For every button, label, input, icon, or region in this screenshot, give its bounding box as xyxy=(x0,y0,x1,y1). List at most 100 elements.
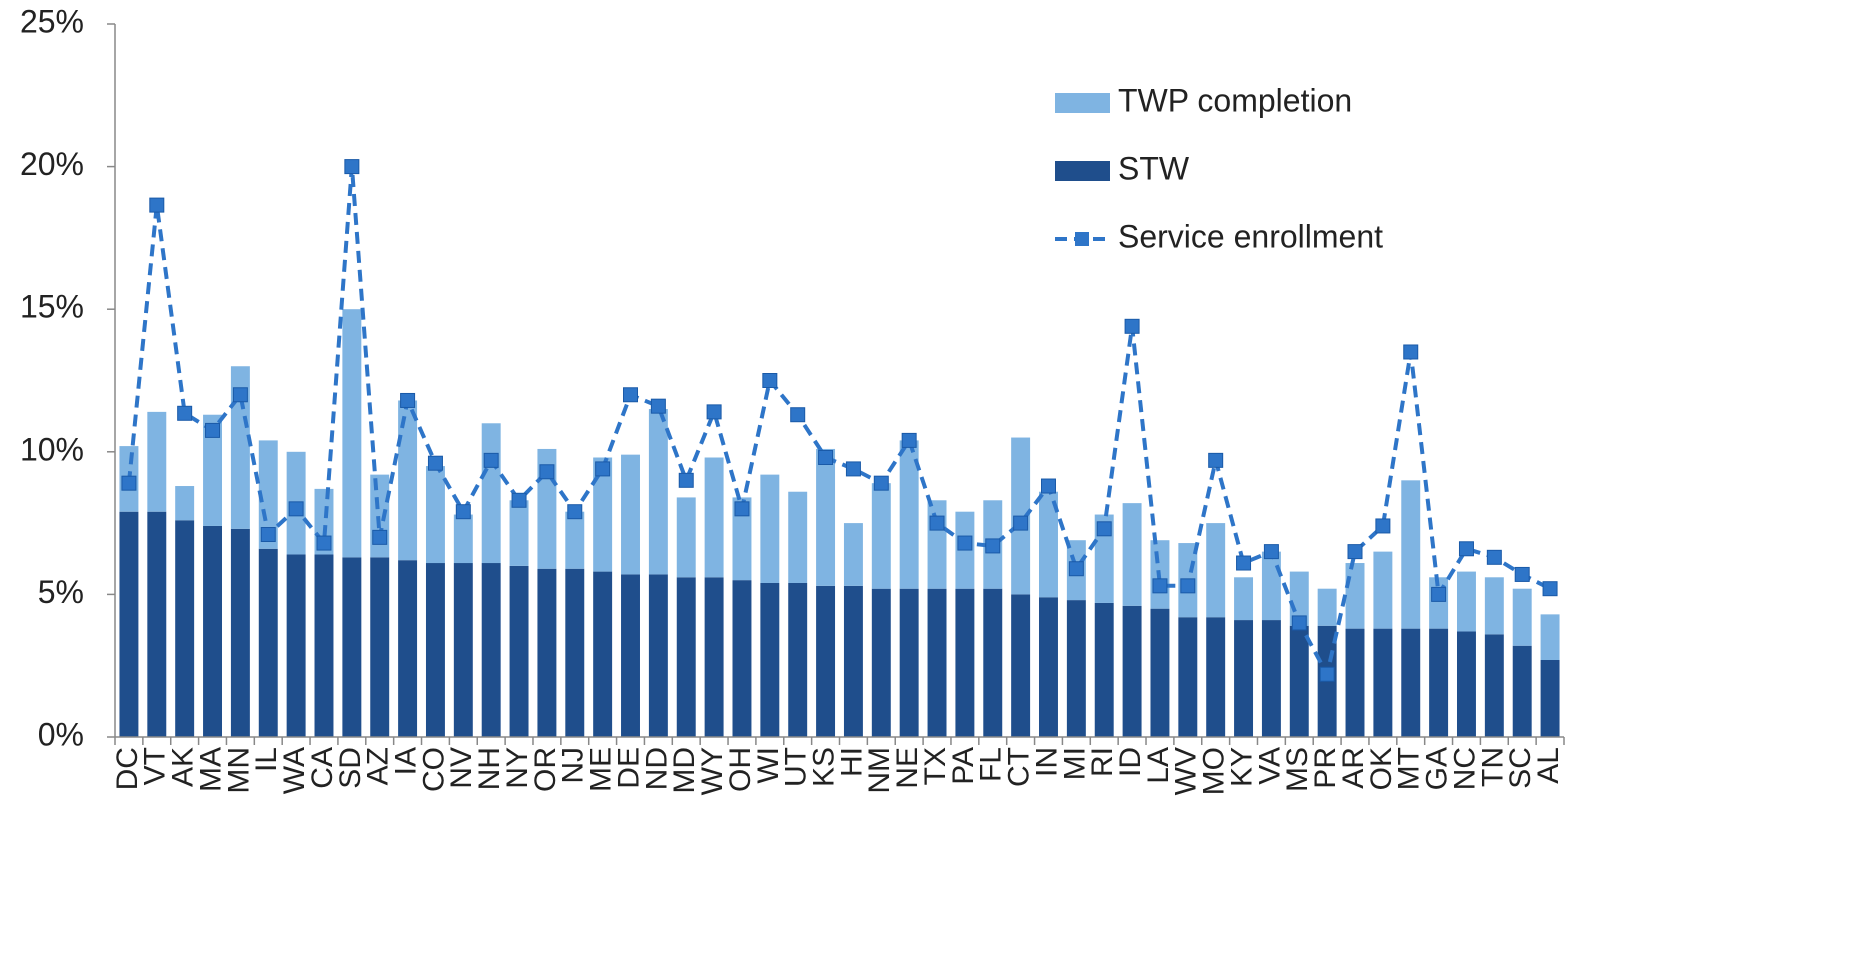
bar-segment xyxy=(147,511,167,737)
bar-segment xyxy=(1484,634,1504,737)
y-tick-label: 0% xyxy=(38,716,84,752)
marker xyxy=(1180,578,1196,594)
x-tick-label: MO xyxy=(1198,747,1231,795)
y-tick-label: 20% xyxy=(20,146,84,182)
x-tick-label: MT xyxy=(1393,747,1426,790)
marker xyxy=(1263,544,1279,560)
bar-segment xyxy=(1261,551,1281,621)
bar-segment xyxy=(1456,631,1476,737)
bar-segment xyxy=(1317,588,1337,626)
x-tick-label: NE xyxy=(891,747,924,789)
bar-segment xyxy=(230,528,250,737)
marker xyxy=(483,452,499,468)
marker xyxy=(455,504,471,520)
x-tick-label: ID xyxy=(1114,747,1147,777)
bar-segment xyxy=(1540,614,1560,660)
bar-segment xyxy=(1289,571,1309,626)
x-tick-label: AL xyxy=(1532,747,1565,784)
marker xyxy=(1096,521,1112,537)
marker xyxy=(400,392,416,408)
bar-segment xyxy=(425,466,445,564)
x-tick-label: WA xyxy=(278,747,311,794)
legend-label: TWP completion xyxy=(1118,82,1352,118)
bar-segment xyxy=(704,457,724,578)
bar-segment xyxy=(1401,628,1421,737)
bar-segment xyxy=(1066,600,1086,737)
marker xyxy=(1514,566,1530,582)
x-tick-label: CO xyxy=(417,747,450,792)
bar-segment xyxy=(955,588,975,737)
x-tick-label: LA xyxy=(1142,747,1175,784)
bar-segment xyxy=(314,554,334,737)
x-tick-label: SD xyxy=(334,747,367,789)
x-tick-label: NH xyxy=(473,747,506,790)
marker xyxy=(232,387,248,403)
bar-segment xyxy=(899,588,919,737)
bar-segment xyxy=(1289,625,1309,737)
marker xyxy=(678,472,694,488)
bar-segment xyxy=(1512,588,1532,646)
x-tick-label: NM xyxy=(863,747,896,794)
marker xyxy=(205,422,221,438)
bar-segment xyxy=(788,491,808,583)
marker xyxy=(427,455,443,471)
marker xyxy=(929,515,945,531)
bar-segment xyxy=(370,557,390,737)
x-tick-label: NY xyxy=(501,747,534,789)
bar-segment xyxy=(370,474,390,558)
marker xyxy=(149,197,165,213)
marker xyxy=(595,461,611,477)
marker xyxy=(1291,615,1307,631)
bar-segment xyxy=(871,483,891,589)
bar-segment xyxy=(1373,628,1393,737)
bar-segment xyxy=(1234,620,1254,737)
marker xyxy=(623,387,639,403)
marker xyxy=(344,159,360,175)
x-tick-label: VA xyxy=(1253,747,1286,785)
bar-segment xyxy=(1345,628,1365,737)
x-tick-label: NV xyxy=(445,747,478,789)
marker xyxy=(985,538,1001,554)
bar-segment xyxy=(593,571,613,737)
x-tick-label: MS xyxy=(1281,747,1314,792)
bar-segment xyxy=(258,440,278,549)
x-tick-label: GA xyxy=(1421,747,1454,790)
bar-segment xyxy=(843,585,863,737)
x-tick-label: NC xyxy=(1448,747,1481,790)
bar-segment xyxy=(425,563,445,737)
bar-segment xyxy=(1234,577,1254,621)
x-tick-label: IN xyxy=(1030,747,1063,777)
bar-segment xyxy=(983,588,1003,737)
bar-segment xyxy=(1512,645,1532,737)
bar-segment xyxy=(453,514,473,564)
bar-segment xyxy=(119,511,139,737)
marker xyxy=(873,475,889,491)
bar-segment xyxy=(927,500,947,589)
marker xyxy=(762,373,778,388)
marker xyxy=(734,501,750,517)
x-tick-label: MI xyxy=(1058,747,1091,780)
x-tick-label: MD xyxy=(668,747,701,794)
marker xyxy=(1013,515,1029,531)
marker xyxy=(288,501,304,517)
x-tick-label: CT xyxy=(1003,747,1036,787)
marker xyxy=(1486,549,1502,565)
bar-segment xyxy=(230,366,250,529)
marker xyxy=(567,504,583,520)
marker xyxy=(1542,581,1558,597)
x-tick-label: KY xyxy=(1225,747,1258,787)
bar-segment xyxy=(621,454,640,575)
bar-segment xyxy=(1261,620,1281,737)
marker xyxy=(1319,666,1335,682)
x-tick-label: AZ xyxy=(362,747,395,785)
x-tick-label: RI xyxy=(1086,747,1119,777)
bar-segment xyxy=(1150,608,1170,737)
x-tick-label: HI xyxy=(835,747,868,777)
bar-segment xyxy=(481,423,501,564)
bar-segment xyxy=(788,582,808,737)
x-tick-label: MN xyxy=(222,747,255,794)
marker xyxy=(790,407,806,423)
legend-swatch xyxy=(1055,161,1110,181)
marker xyxy=(316,535,332,551)
